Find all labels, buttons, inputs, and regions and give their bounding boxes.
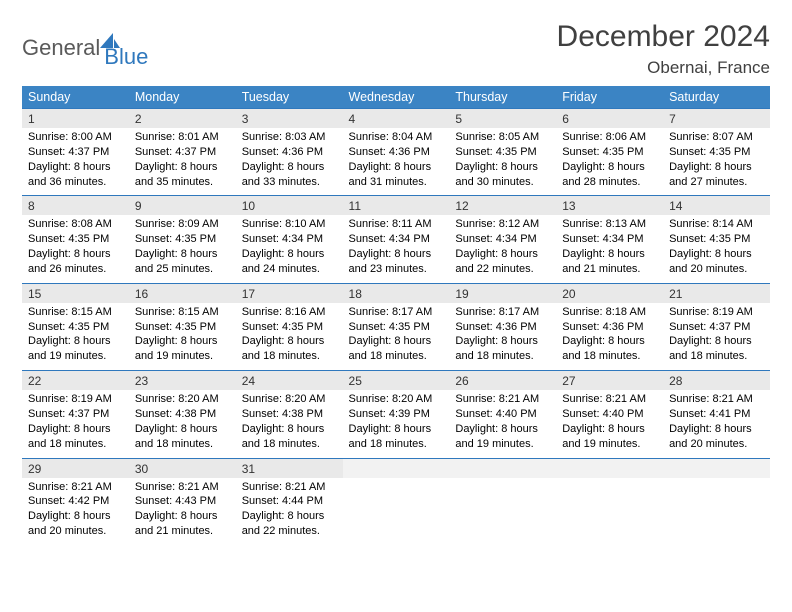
day-detail-cell: Sunrise: 8:14 AMSunset: 4:35 PMDaylight:… bbox=[663, 215, 770, 283]
weekday-header: Thursday bbox=[449, 86, 556, 109]
page-title: December 2024 bbox=[557, 20, 770, 54]
day-number-cell: 7 bbox=[663, 109, 770, 129]
day-number-cell: 21 bbox=[663, 283, 770, 303]
day-detail-cell: Sunrise: 8:08 AMSunset: 4:35 PMDaylight:… bbox=[22, 215, 129, 283]
day-detail-cell: Sunrise: 8:20 AMSunset: 4:39 PMDaylight:… bbox=[343, 390, 450, 458]
day-detail-cell: Sunrise: 8:11 AMSunset: 4:34 PMDaylight:… bbox=[343, 215, 450, 283]
day-detail-row: Sunrise: 8:21 AMSunset: 4:42 PMDaylight:… bbox=[22, 478, 770, 545]
day-detail-cell: Sunrise: 8:04 AMSunset: 4:36 PMDaylight:… bbox=[343, 128, 450, 196]
day-number-cell: 14 bbox=[663, 196, 770, 216]
day-detail-cell: Sunrise: 8:21 AMSunset: 4:40 PMDaylight:… bbox=[556, 390, 663, 458]
day-number-row: 1234567 bbox=[22, 109, 770, 129]
day-detail-cell: Sunrise: 8:01 AMSunset: 4:37 PMDaylight:… bbox=[129, 128, 236, 196]
day-number-cell: 19 bbox=[449, 283, 556, 303]
day-number-row: 22232425262728 bbox=[22, 371, 770, 391]
day-number-row: 293031 bbox=[22, 458, 770, 478]
day-detail-cell: Sunrise: 8:03 AMSunset: 4:36 PMDaylight:… bbox=[236, 128, 343, 196]
day-detail-cell bbox=[343, 478, 450, 545]
day-number-cell: 29 bbox=[22, 458, 129, 478]
day-detail-row: Sunrise: 8:08 AMSunset: 4:35 PMDaylight:… bbox=[22, 215, 770, 283]
day-detail-cell: Sunrise: 8:21 AMSunset: 4:40 PMDaylight:… bbox=[449, 390, 556, 458]
day-number-cell: 30 bbox=[129, 458, 236, 478]
day-number-cell: 10 bbox=[236, 196, 343, 216]
day-detail-cell: Sunrise: 8:06 AMSunset: 4:35 PMDaylight:… bbox=[556, 128, 663, 196]
day-detail-cell: Sunrise: 8:07 AMSunset: 4:35 PMDaylight:… bbox=[663, 128, 770, 196]
day-detail-cell: Sunrise: 8:21 AMSunset: 4:43 PMDaylight:… bbox=[129, 478, 236, 545]
day-detail-cell: Sunrise: 8:18 AMSunset: 4:36 PMDaylight:… bbox=[556, 303, 663, 371]
day-number-cell: 17 bbox=[236, 283, 343, 303]
day-detail-cell bbox=[449, 478, 556, 545]
day-detail-cell: Sunrise: 8:16 AMSunset: 4:35 PMDaylight:… bbox=[236, 303, 343, 371]
day-number-cell: 5 bbox=[449, 109, 556, 129]
weekday-header: Friday bbox=[556, 86, 663, 109]
day-detail-cell: Sunrise: 8:17 AMSunset: 4:36 PMDaylight:… bbox=[449, 303, 556, 371]
day-number-cell: 8 bbox=[22, 196, 129, 216]
day-detail-cell: Sunrise: 8:15 AMSunset: 4:35 PMDaylight:… bbox=[22, 303, 129, 371]
weekday-header: Monday bbox=[129, 86, 236, 109]
day-number-cell: 25 bbox=[343, 371, 450, 391]
day-number-cell: 2 bbox=[129, 109, 236, 129]
day-number-cell: 12 bbox=[449, 196, 556, 216]
day-number-cell: 31 bbox=[236, 458, 343, 478]
day-number-cell: 27 bbox=[556, 371, 663, 391]
day-number-cell: 4 bbox=[343, 109, 450, 129]
day-number-cell: 16 bbox=[129, 283, 236, 303]
day-number-cell: 23 bbox=[129, 371, 236, 391]
day-detail-row: Sunrise: 8:00 AMSunset: 4:37 PMDaylight:… bbox=[22, 128, 770, 196]
day-detail-cell: Sunrise: 8:20 AMSunset: 4:38 PMDaylight:… bbox=[236, 390, 343, 458]
brand-logo: General Blue bbox=[22, 26, 148, 70]
day-detail-cell: Sunrise: 8:15 AMSunset: 4:35 PMDaylight:… bbox=[129, 303, 236, 371]
day-number-cell bbox=[449, 458, 556, 478]
day-number-cell: 28 bbox=[663, 371, 770, 391]
day-number-cell: 15 bbox=[22, 283, 129, 303]
calendar-table: Sunday Monday Tuesday Wednesday Thursday… bbox=[22, 86, 770, 545]
day-number-cell bbox=[663, 458, 770, 478]
brand-text-2: Blue bbox=[104, 44, 148, 70]
weekday-header: Tuesday bbox=[236, 86, 343, 109]
day-number-cell bbox=[556, 458, 663, 478]
day-detail-cell: Sunrise: 8:21 AMSunset: 4:41 PMDaylight:… bbox=[663, 390, 770, 458]
weekday-header-row: Sunday Monday Tuesday Wednesday Thursday… bbox=[22, 86, 770, 109]
day-detail-cell: Sunrise: 8:20 AMSunset: 4:38 PMDaylight:… bbox=[129, 390, 236, 458]
day-detail-cell: Sunrise: 8:21 AMSunset: 4:42 PMDaylight:… bbox=[22, 478, 129, 545]
day-number-cell: 3 bbox=[236, 109, 343, 129]
day-detail-cell bbox=[663, 478, 770, 545]
day-number-cell: 18 bbox=[343, 283, 450, 303]
day-detail-cell: Sunrise: 8:00 AMSunset: 4:37 PMDaylight:… bbox=[22, 128, 129, 196]
day-detail-cell: Sunrise: 8:19 AMSunset: 4:37 PMDaylight:… bbox=[22, 390, 129, 458]
weekday-header: Saturday bbox=[663, 86, 770, 109]
day-number-cell bbox=[343, 458, 450, 478]
day-number-row: 15161718192021 bbox=[22, 283, 770, 303]
calendar-body: 1234567Sunrise: 8:00 AMSunset: 4:37 PMDa… bbox=[22, 109, 770, 545]
day-detail-row: Sunrise: 8:15 AMSunset: 4:35 PMDaylight:… bbox=[22, 303, 770, 371]
day-detail-cell: Sunrise: 8:21 AMSunset: 4:44 PMDaylight:… bbox=[236, 478, 343, 545]
weekday-header: Sunday bbox=[22, 86, 129, 109]
page-header: General Blue December 2024 Obernai, Fran… bbox=[22, 20, 770, 78]
day-number-cell: 22 bbox=[22, 371, 129, 391]
day-detail-cell: Sunrise: 8:10 AMSunset: 4:34 PMDaylight:… bbox=[236, 215, 343, 283]
brand-text-1: General bbox=[22, 35, 100, 61]
day-number-cell: 6 bbox=[556, 109, 663, 129]
day-detail-cell: Sunrise: 8:05 AMSunset: 4:35 PMDaylight:… bbox=[449, 128, 556, 196]
day-number-cell: 24 bbox=[236, 371, 343, 391]
day-detail-cell: Sunrise: 8:13 AMSunset: 4:34 PMDaylight:… bbox=[556, 215, 663, 283]
day-detail-cell bbox=[556, 478, 663, 545]
day-detail-row: Sunrise: 8:19 AMSunset: 4:37 PMDaylight:… bbox=[22, 390, 770, 458]
day-detail-cell: Sunrise: 8:19 AMSunset: 4:37 PMDaylight:… bbox=[663, 303, 770, 371]
day-number-row: 891011121314 bbox=[22, 196, 770, 216]
weekday-header: Wednesday bbox=[343, 86, 450, 109]
day-detail-cell: Sunrise: 8:12 AMSunset: 4:34 PMDaylight:… bbox=[449, 215, 556, 283]
day-detail-cell: Sunrise: 8:17 AMSunset: 4:35 PMDaylight:… bbox=[343, 303, 450, 371]
day-number-cell: 20 bbox=[556, 283, 663, 303]
title-block: December 2024 Obernai, France bbox=[557, 20, 770, 78]
day-number-cell: 11 bbox=[343, 196, 450, 216]
day-number-cell: 9 bbox=[129, 196, 236, 216]
day-number-cell: 26 bbox=[449, 371, 556, 391]
day-number-cell: 1 bbox=[22, 109, 129, 129]
location-label: Obernai, France bbox=[557, 58, 770, 78]
day-detail-cell: Sunrise: 8:09 AMSunset: 4:35 PMDaylight:… bbox=[129, 215, 236, 283]
day-number-cell: 13 bbox=[556, 196, 663, 216]
